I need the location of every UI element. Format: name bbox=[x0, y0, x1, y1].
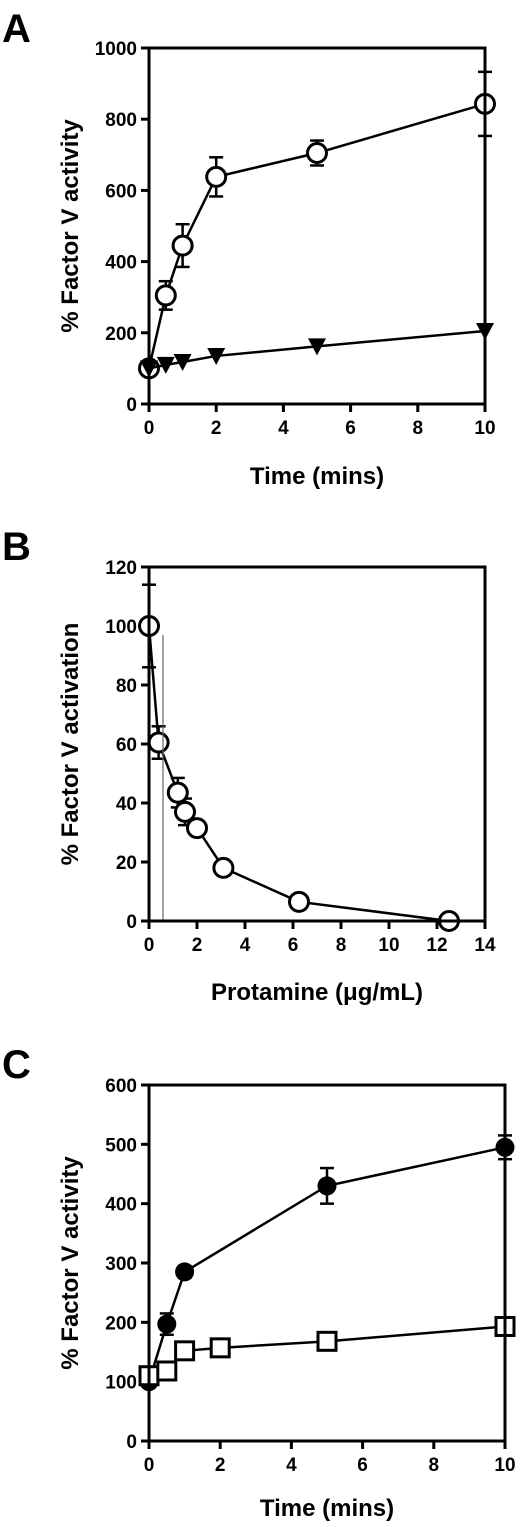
panel-b-series-1-line bbox=[147, 625, 450, 923]
panel-b-y-tick-label: 120 bbox=[105, 558, 137, 579]
panel-a-y-tick-label: 600 bbox=[105, 181, 137, 202]
panel-a-series-1 bbox=[138, 70, 496, 380]
panel-b-y-tick-label: 20 bbox=[116, 853, 137, 874]
panel-b-data-point bbox=[186, 817, 208, 840]
panel-a-data-point bbox=[207, 347, 226, 365]
panel-letter-b: B bbox=[2, 525, 31, 569]
panel-b-x-tick-label: 14 bbox=[474, 935, 496, 956]
panel-b-x-tick-label: 12 bbox=[426, 935, 447, 956]
panel-c-marks: 0 100 200 300 400 500 600 0 2 4 6 8 10 bbox=[105, 1076, 515, 1476]
panel-a-data-point bbox=[308, 338, 326, 356]
panel-b-y-tick-label: 100 bbox=[105, 617, 137, 638]
panel-b-series-1 bbox=[138, 583, 460, 932]
panel-a-x-axis-title: Time (mins) bbox=[250, 463, 384, 490]
panel-c-y-tick-label: 0 bbox=[126, 1432, 137, 1453]
panel-c-data-point bbox=[175, 1262, 195, 1282]
panel-c-y-tick-label: 100 bbox=[105, 1373, 137, 1394]
panel-b-y-tick-label: 80 bbox=[116, 676, 137, 697]
panel-c-x-tick-label: 10 bbox=[494, 1455, 515, 1476]
panel-c: C 0 100 200 300 400 500 600 0 2 4 6 8 10 Time (mins)… bbox=[2, 1043, 516, 1522]
panel-b-y-axis-title: % Factor V activation bbox=[57, 623, 84, 866]
panel-b-plot-frame bbox=[147, 565, 487, 923]
panel-c-series-1 bbox=[139, 1134, 515, 1392]
panel-c-data-point bbox=[174, 1340, 196, 1362]
panel-c-y-tick-label: 400 bbox=[105, 1195, 137, 1216]
panel-b-x-tick-label: 4 bbox=[240, 935, 251, 956]
panel-a-x-tick-label: 6 bbox=[345, 418, 356, 439]
panel-c-series-2 bbox=[138, 1315, 516, 1387]
panel-a-series-2 bbox=[140, 323, 494, 378]
panel-a-x-tick-label: 10 bbox=[474, 418, 495, 439]
panel-letter-a: A bbox=[2, 7, 31, 51]
panel-a-y-tick-label: 0 bbox=[126, 395, 137, 416]
panel-c-data-point bbox=[316, 1330, 338, 1352]
panel-a-x-tick-label: 8 bbox=[413, 418, 424, 439]
panel-a-y-axis-title: % Factor V activity bbox=[57, 119, 84, 333]
panel-b-x-tick-label: 2 bbox=[192, 935, 203, 956]
panel-b-x-tick-label: 0 bbox=[144, 935, 155, 956]
panel-b-data-point bbox=[147, 731, 170, 754]
panel-letter-c: C bbox=[2, 1043, 31, 1087]
panel-b-x-tick-label: 8 bbox=[336, 935, 347, 956]
panel-c-data-point bbox=[156, 1360, 178, 1382]
panel-b-data-point bbox=[288, 890, 310, 913]
panel-b-data-point bbox=[212, 856, 235, 879]
panel-a-data-point bbox=[156, 356, 175, 374]
panel-a-plot-frame bbox=[147, 46, 487, 406]
panel-a-y-tick-label: 1000 bbox=[95, 39, 137, 60]
panel-a-x-tick-label: 0 bbox=[144, 418, 155, 439]
panel-c-x-tick-label: 2 bbox=[215, 1455, 226, 1476]
panel-b-data-point bbox=[166, 781, 189, 804]
panel-b-marks: 0 20 40 60 80 100 120 0 2 4 6 8 10 12 14 bbox=[105, 558, 496, 956]
panel-a: A 0 200 400 600 800 1000 0 2 4 6 8 10 Time (mins) %… bbox=[2, 7, 496, 490]
panel-a-data-point bbox=[173, 353, 192, 371]
panel-a-data-point bbox=[154, 284, 177, 307]
panel-c-data-point bbox=[317, 1176, 337, 1196]
panel-c-x-axis-title: Time (mins) bbox=[260, 1495, 394, 1522]
panel-b-x-tick-label: 6 bbox=[288, 935, 299, 956]
panel-c-y-tick-label: 600 bbox=[105, 1076, 137, 1097]
panel-c-data-point bbox=[209, 1337, 231, 1359]
panel-c-y-tick-label: 300 bbox=[105, 1254, 137, 1275]
panel-c-data-point bbox=[157, 1314, 177, 1334]
panel-c-x-tick-label: 4 bbox=[286, 1455, 297, 1476]
panel-a-x-tick-label: 2 bbox=[211, 418, 222, 439]
panel-a-x-tick-label: 4 bbox=[278, 418, 289, 439]
panel-a-series-1-line bbox=[147, 102, 486, 369]
panel-a-data-point bbox=[205, 165, 228, 188]
panel-b-x-tick-label: 10 bbox=[378, 935, 399, 956]
panel-b-x-axis-title: Protamine (μg/mL) bbox=[211, 979, 423, 1006]
panel-a-y-tick-label: 800 bbox=[105, 110, 137, 131]
panel-a-y-tick-label: 400 bbox=[105, 253, 137, 274]
panel-b-y-tick-label: 40 bbox=[116, 794, 137, 815]
panel-a-data-point bbox=[306, 142, 328, 165]
panel-a-data-point bbox=[171, 234, 194, 257]
panel-b: B 0 20 40 60 80 100 120 0 2 4 6 8 10 12 14 Protamine (… bbox=[2, 525, 496, 1006]
panel-b-y-tick-label: 60 bbox=[116, 735, 137, 756]
panel-a-y-tick-label: 200 bbox=[105, 324, 137, 345]
panel-a-marks: 0 200 400 600 800 1000 0 2 4 6 8 10 bbox=[95, 39, 496, 439]
panel-b-y-tick-label: 0 bbox=[126, 912, 137, 933]
panel-c-x-tick-label: 0 bbox=[144, 1455, 155, 1476]
panel-c-y-axis-title: % Factor V activity bbox=[57, 1156, 84, 1370]
panel-c-plot-frame bbox=[147, 1083, 507, 1443]
panel-b-data-point bbox=[174, 800, 196, 823]
panel-c-y-tick-label: 200 bbox=[105, 1313, 137, 1334]
panel-c-x-tick-label: 8 bbox=[429, 1455, 440, 1476]
panel-c-y-tick-label: 500 bbox=[105, 1135, 137, 1156]
panel-c-x-tick-label: 6 bbox=[357, 1455, 368, 1476]
